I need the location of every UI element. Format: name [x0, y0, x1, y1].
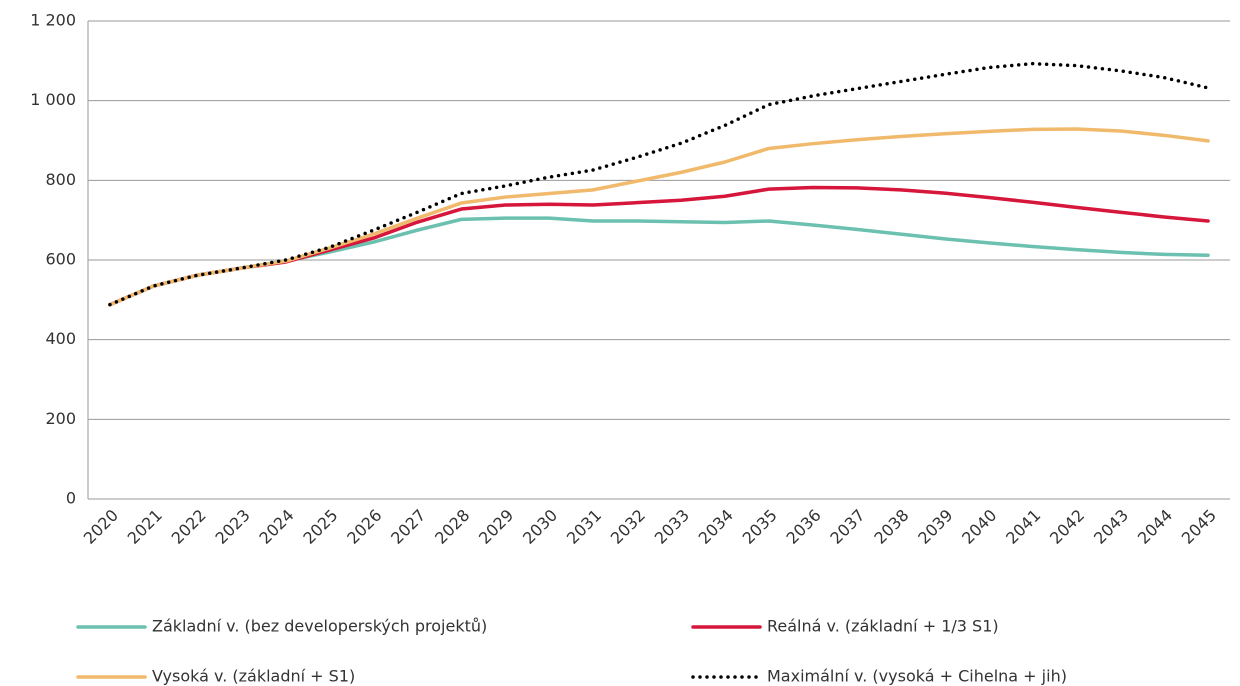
- x-tick-label: 2032: [607, 506, 649, 548]
- x-tick-label: 2025: [299, 506, 341, 548]
- x-tick-label: 2038: [870, 506, 912, 548]
- x-tick-label: 2040: [958, 506, 1000, 548]
- x-tick-label: 2043: [1090, 506, 1132, 548]
- x-tick-label: 2031: [563, 506, 605, 548]
- x-tick-label: 2029: [475, 506, 517, 548]
- x-tick-label: 2044: [1134, 506, 1176, 548]
- x-tick-label: 2024: [255, 506, 297, 548]
- x-tick-label: 2028: [431, 506, 473, 548]
- x-tick-label: 2045: [1178, 506, 1220, 548]
- y-tick-label: 600: [45, 250, 76, 269]
- x-tick-label: 2023: [212, 506, 254, 548]
- x-tick-label: 2035: [739, 506, 781, 548]
- x-tick-label: 2027: [387, 506, 429, 548]
- y-tick-label: 0: [66, 489, 76, 508]
- x-tick-label: 2020: [80, 506, 122, 548]
- legend-label: Vysoká v. (základní + S1): [152, 667, 355, 686]
- x-tick-label: 2039: [914, 506, 956, 548]
- series-line: [108, 127, 1210, 307]
- x-tick-label: 2037: [826, 506, 868, 548]
- x-tick-label: 2034: [695, 506, 737, 548]
- x-tick-label: 2030: [519, 506, 561, 548]
- x-tick-label: 2033: [651, 506, 693, 548]
- x-tick-label: 2026: [343, 506, 385, 548]
- x-tick-label: 2022: [168, 506, 210, 548]
- y-tick-label: 200: [45, 409, 76, 428]
- x-tick-label: 2041: [1002, 506, 1044, 548]
- x-tick-label: 2021: [124, 506, 166, 548]
- y-tick-label: 1 000: [30, 90, 76, 109]
- y-tick-label: 1 200: [30, 11, 76, 30]
- legend-label: Základní v. (bez developerských projektů…: [152, 617, 487, 636]
- series-line: [108, 61, 1210, 307]
- legend-label: Reálná v. (základní + 1/3 S1): [767, 617, 999, 636]
- y-tick-label: 400: [45, 329, 76, 348]
- x-tick-label: 2036: [783, 506, 825, 548]
- y-tick-label: 800: [45, 170, 76, 189]
- legend-label: Maximální v. (vysoká + Cihelna + jih): [767, 667, 1067, 686]
- x-tick-label: 2042: [1046, 506, 1088, 548]
